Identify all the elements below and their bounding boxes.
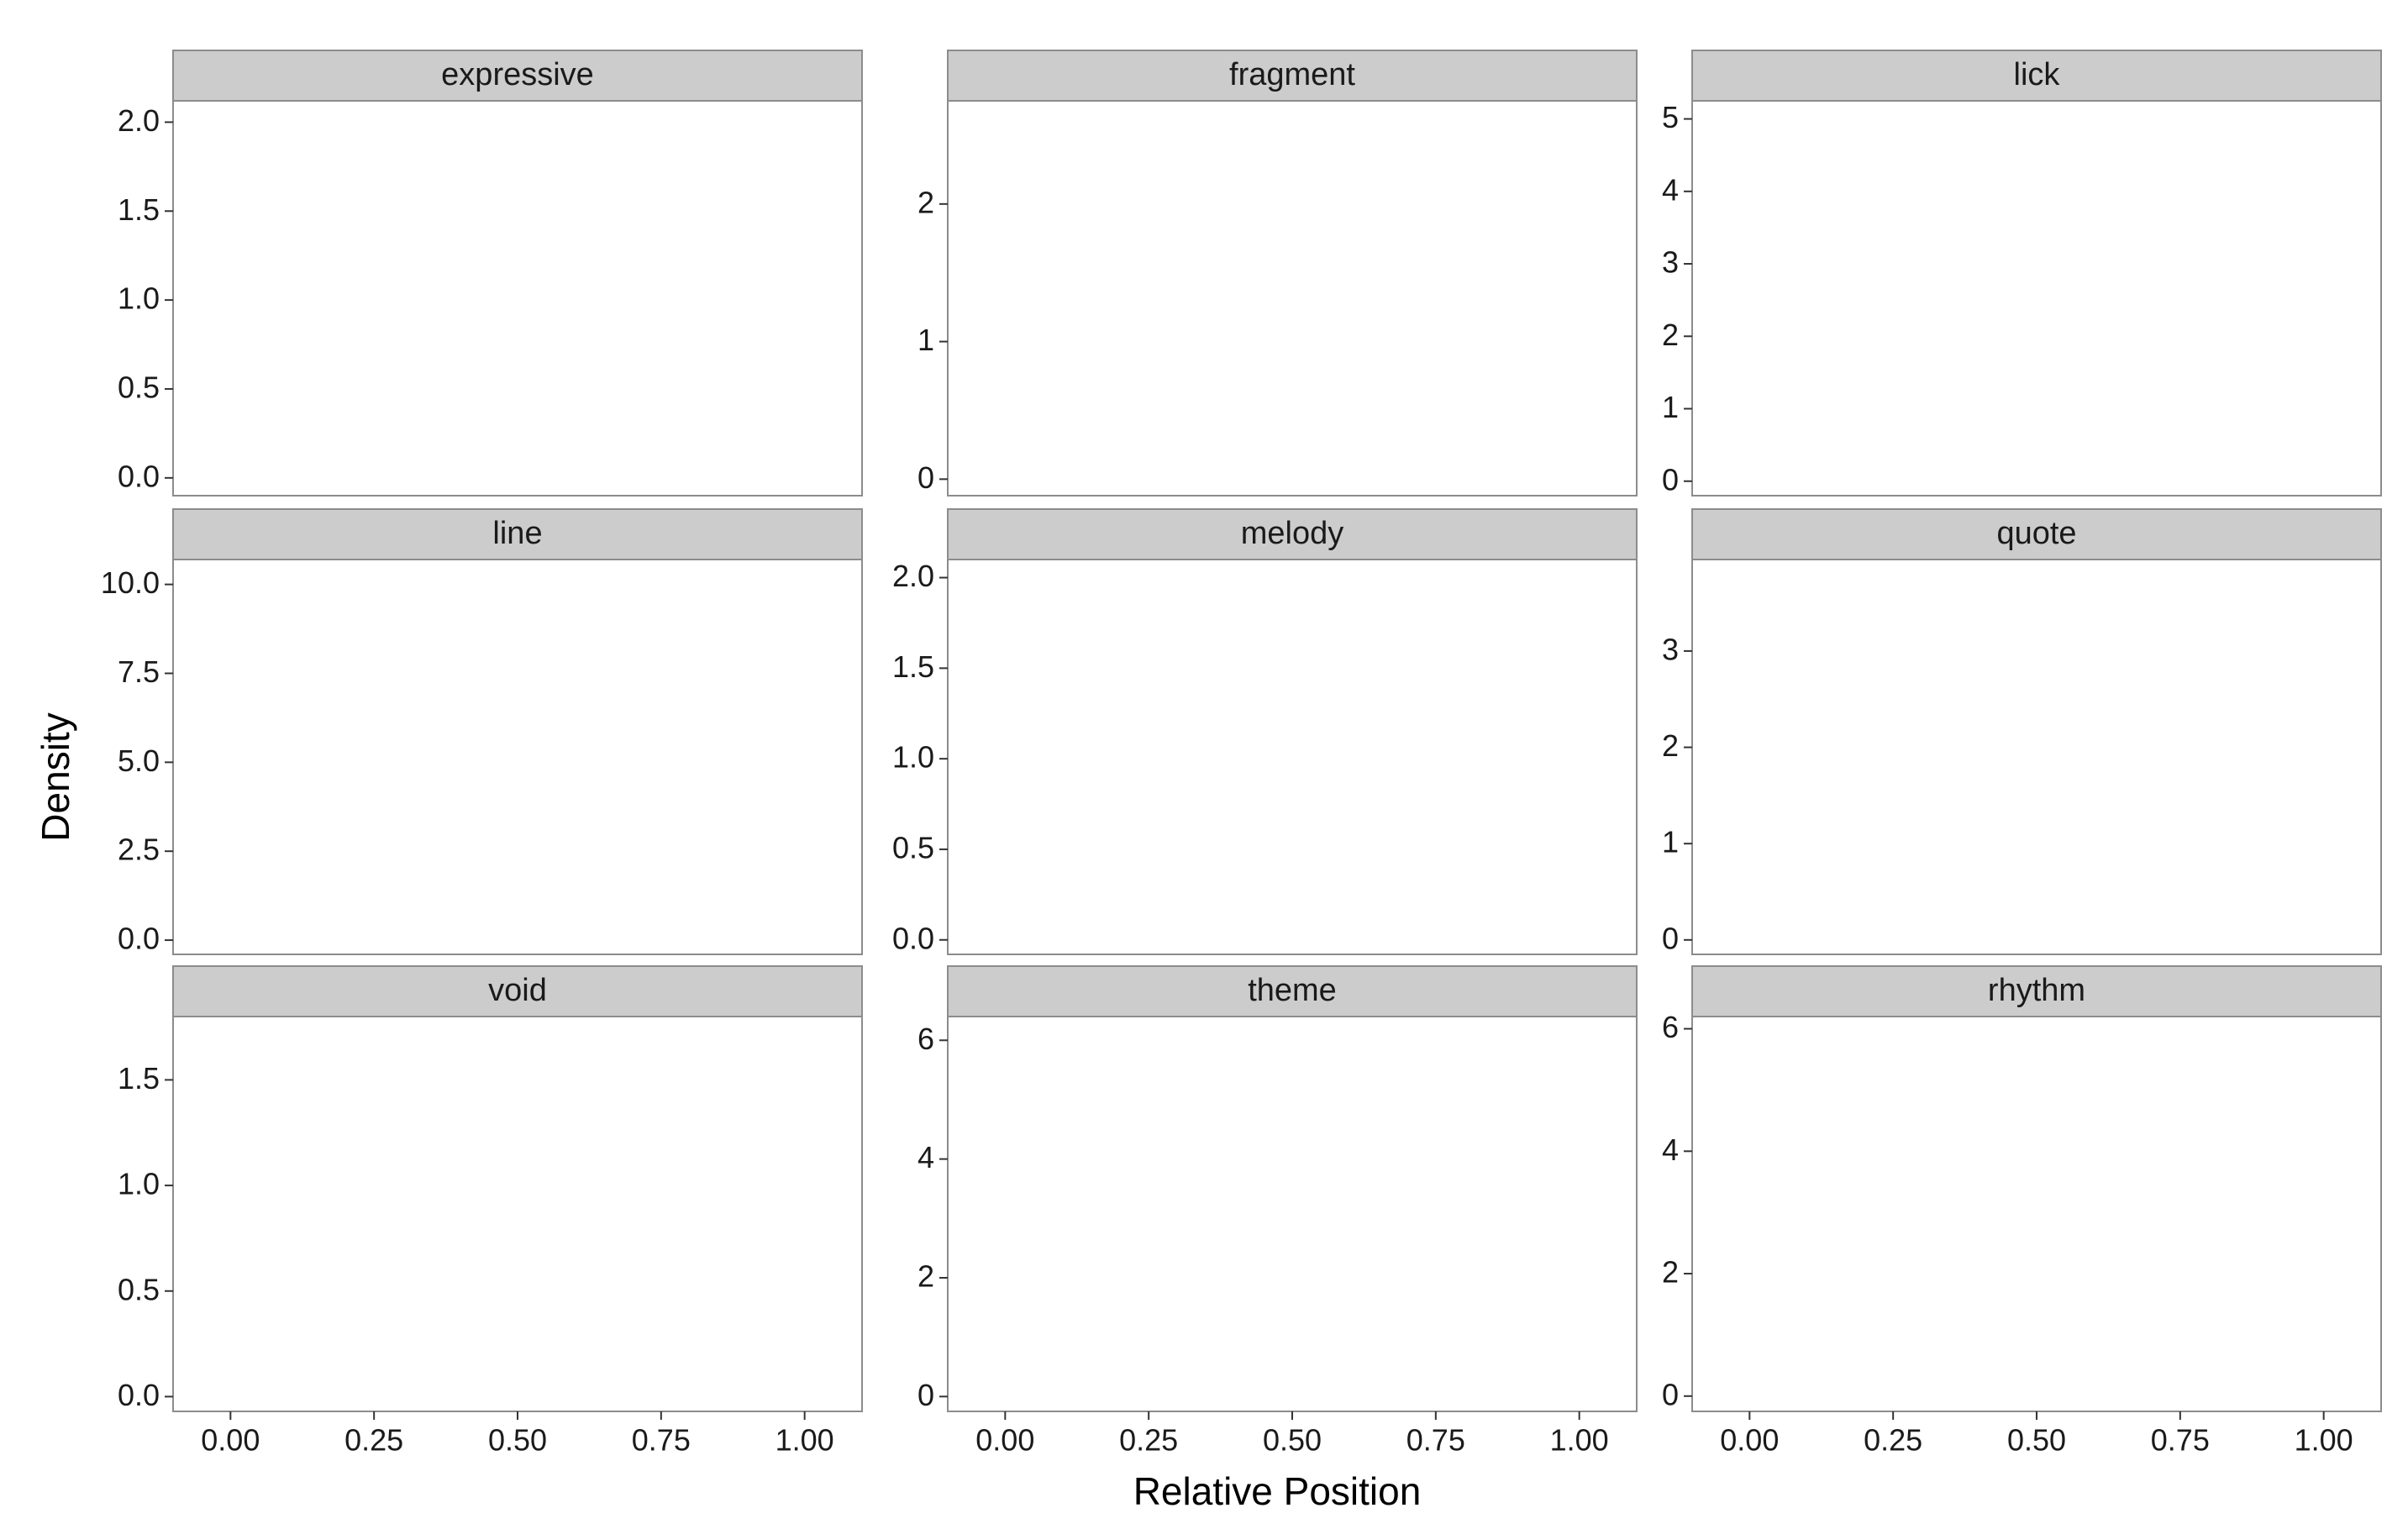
y-tick-label: 0 [917,1378,934,1412]
facet-strip [172,965,863,1017]
facet-void: void 0.0 0.5 1.0 1.5 0.00 0.25 0.50 0.75 1.00 [118,965,863,1457]
y-tick-label: 1.0 [892,740,934,775]
x-axis-title: Relative Position [1133,1469,1422,1513]
facet-strip [172,50,863,102]
x-tick-label: 0.25 [344,1422,403,1457]
x-tick-label: 0.50 [2007,1422,2066,1457]
x-tick-label: 0.50 [1263,1422,1322,1457]
y-tick-label: 0 [1662,921,1679,955]
facet-strip-label: expressive [441,57,594,92]
y-tick-label: 0.5 [118,370,160,404]
y-tick-label: 0 [917,460,934,495]
facet-theme: theme 0 2 4 6 0.00 0.25 0.50 0.75 1.00 [917,965,1638,1457]
facet-melody: melody 0.0 0.5 1.0 1.5 2.0 [892,508,1638,955]
facet-strip [1691,965,2382,1017]
facet-strip-label: void [488,973,547,1008]
facet-strip-label: lick [2014,57,2061,92]
y-tick-label: 5 [1662,100,1679,134]
y-tick-label: 4 [1662,172,1679,207]
x-tick-label: 1.00 [776,1422,834,1457]
y-tick-label: 0 [1662,1377,1679,1411]
y-tick-label: 3 [1662,632,1679,666]
y-tick-label: 6 [917,1022,934,1056]
y-tick-label: 1.0 [118,1167,160,1201]
facet-strip-label: theme [1248,973,1337,1008]
panel-border [947,559,1638,955]
y-tick-label: 5.0 [118,743,160,778]
facet-strip [947,508,1638,560]
x-tick-label: 1.00 [2295,1422,2353,1457]
facet-expressive: expressive 0.0 0.5 1.0 1.5 2.0 [118,50,863,497]
y-tick-label: 1.0 [118,281,160,316]
panel-border [172,1016,863,1412]
panel-border [1691,100,2382,497]
x-tick-label: 0.00 [1720,1422,1779,1457]
y-tick-label: 0 [1662,462,1679,497]
y-tick-label: 1.5 [118,192,160,227]
facet-strip-label: quote [1996,516,2076,551]
y-tick-label: 0.0 [118,459,160,493]
y-tick-label: 1.5 [892,649,934,684]
y-tick-label: 0.0 [118,922,160,956]
x-tick-label: 0.00 [201,1422,260,1457]
y-tick-label: 2 [1662,318,1679,352]
facet-lick: lick 0 1 2 3 4 5 [1662,50,2382,497]
x-tick-label: 1.00 [1550,1422,1609,1457]
facet-strip-label: melody [1241,516,1344,551]
y-tick-label: 7.5 [118,654,160,689]
facet-strip-label: fragment [1229,57,1355,92]
facet-strip-label: rhythm [1988,973,2085,1008]
y-tick-label: 2.0 [892,559,934,593]
y-tick-label: 1.5 [118,1061,160,1096]
y-tick-label: 1 [917,323,934,357]
y-tick-label: 4 [917,1140,934,1174]
facet-strip [1691,508,2382,560]
x-tick-label: 0.25 [1119,1422,1178,1457]
facet-rhythm: rhythm 0 2 4 6 0.00 0.25 0.50 0.75 1.00 [1662,965,2382,1457]
panel-border [947,1016,1638,1412]
y-tick-label: 0.0 [118,1378,160,1412]
facet-strip [947,965,1638,1017]
panel-border [947,100,1638,497]
x-tick-label: 0.50 [488,1422,547,1457]
y-tick-label: 2 [917,185,934,219]
y-tick-label: 1 [1662,825,1679,859]
panel-border [1691,1016,2382,1412]
y-tick-label: 0.5 [892,830,934,864]
facet-line: line 0.0 2.5 5.0 7.5 10.0 [101,508,863,956]
panel-border [172,100,863,497]
x-tick-label: 0.25 [1864,1422,1922,1457]
y-tick-label: 2 [917,1258,934,1293]
y-tick-label: 2 [1662,728,1679,763]
y-tick-label: 2.5 [118,833,160,867]
facet-strip-label: line [492,516,542,551]
y-tick-label: 2.0 [118,103,160,138]
panel-border [172,559,863,955]
x-tick-label: 0.75 [2151,1422,2210,1457]
y-tick-label: 0.0 [892,921,934,955]
facet-strip [172,508,863,560]
y-axis-title: Density [34,712,77,841]
y-tick-label: 3 [1662,245,1679,280]
facet-strip [947,50,1638,102]
y-tick-label: 10.0 [101,565,160,600]
y-tick-label: 4 [1662,1132,1679,1167]
x-tick-label: 0.75 [632,1422,691,1457]
y-tick-label: 1 [1662,390,1679,424]
y-tick-label: 0.5 [118,1272,160,1306]
facet-fragment: fragment 0 1 2 [917,50,1638,497]
x-tick-label: 0.00 [975,1422,1034,1457]
panel-border [1691,559,2382,955]
x-tick-label: 0.75 [1406,1422,1465,1457]
facet-quote: quote 0 1 2 3 [1662,508,2382,955]
y-tick-label: 6 [1662,1010,1679,1044]
y-tick-label: 2 [1662,1255,1679,1290]
facet-panels: expressive0.00.51.01.52.0fragment012lick… [101,50,2382,1457]
